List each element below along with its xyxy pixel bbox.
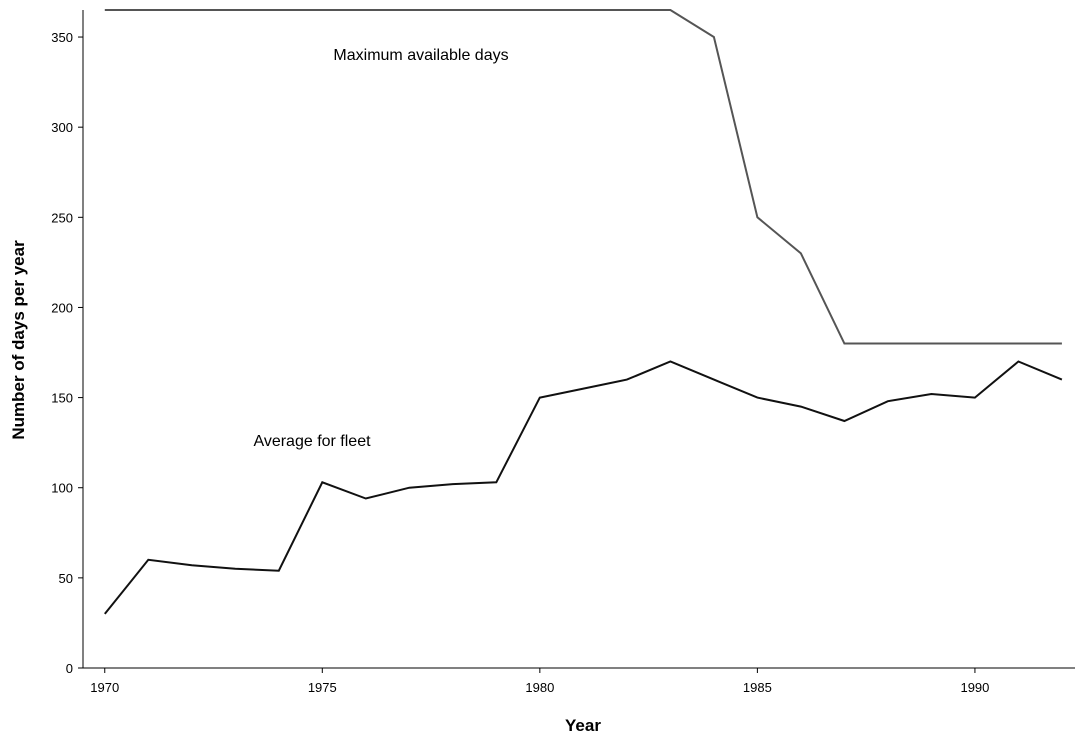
y-tick-label: 200 xyxy=(51,300,73,315)
y-tick-label: 300 xyxy=(51,120,73,135)
series-line-maximum-available-days xyxy=(104,9,1062,345)
x-axis-label: Year xyxy=(565,716,601,735)
y-tick-label: 250 xyxy=(51,210,73,225)
y-axis-label: Number of days per year xyxy=(9,240,28,440)
y-tick-label: 350 xyxy=(51,30,73,45)
y-tick-label: 0 xyxy=(66,661,73,676)
series-label-average-for-fleet: Average for fleet xyxy=(253,433,371,450)
y-tick-label: 100 xyxy=(51,481,73,496)
y-tick-label: 150 xyxy=(51,391,73,406)
y-tick-label: 50 xyxy=(59,571,73,586)
x-tick-label: 1970 xyxy=(90,680,119,695)
x-tick-label: 1980 xyxy=(525,680,554,695)
x-tick-label: 1985 xyxy=(743,680,772,695)
series-line-average-for-fleet xyxy=(104,360,1063,615)
x-tick-label: 1975 xyxy=(308,680,337,695)
x-tick-label: 1990 xyxy=(960,680,989,695)
series-label-maximum-available-days: Maximum available days xyxy=(333,47,508,64)
